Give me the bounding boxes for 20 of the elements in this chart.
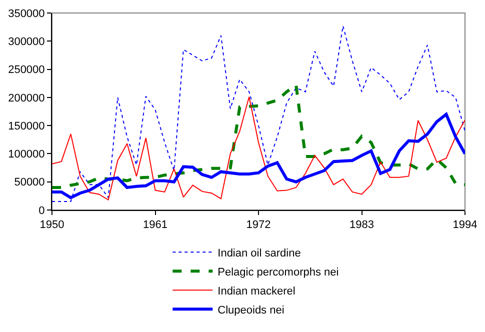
legend-label: Pelagic percomorphs nei (218, 266, 339, 278)
x-tick-label: 1994 (452, 219, 478, 232)
x-tick-label: 1950 (40, 219, 64, 232)
legend-label: Indian mackerel (218, 285, 296, 298)
y-tick-label: 200000 (8, 92, 45, 104)
y-tick-label: 150000 (8, 120, 45, 132)
y-tick-label: 350000 (8, 8, 45, 20)
line-series (52, 96, 465, 200)
legend-label: Indian oil sardine (218, 247, 301, 260)
x-tick-label: 1961 (143, 219, 168, 232)
x-tick-label: 1983 (350, 219, 374, 232)
y-tick-label: 50000 (14, 176, 45, 189)
x-tick-label: 1972 (246, 219, 271, 232)
legend-label: Clupeoids nei (218, 304, 284, 316)
y-tick-label: 0 (38, 204, 45, 217)
y-tick-label: 250000 (8, 64, 45, 76)
line-series (52, 84, 465, 189)
y-tick-label: 300000 (8, 36, 45, 48)
y-tick-label: 100000 (8, 148, 45, 161)
line-series (52, 25, 465, 202)
